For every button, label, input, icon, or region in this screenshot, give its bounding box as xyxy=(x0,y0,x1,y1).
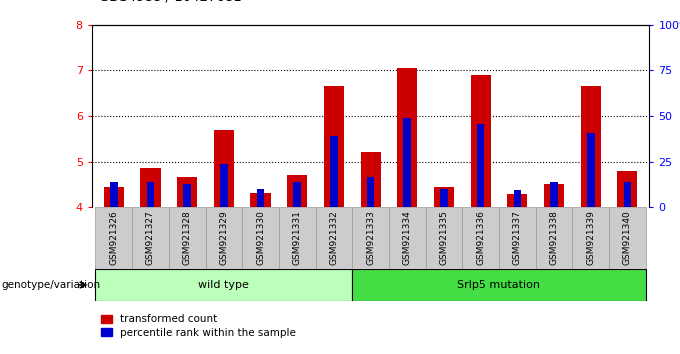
Bar xyxy=(293,182,301,207)
Text: GSM921335: GSM921335 xyxy=(439,210,449,265)
Text: GSM921326: GSM921326 xyxy=(109,210,118,265)
Bar xyxy=(205,207,242,269)
Bar xyxy=(352,207,389,269)
Bar xyxy=(389,207,426,269)
Text: GSM921338: GSM921338 xyxy=(549,210,558,265)
Bar xyxy=(513,190,521,207)
Text: GSM921337: GSM921337 xyxy=(513,210,522,265)
Bar xyxy=(581,86,601,207)
Bar xyxy=(169,207,205,269)
Bar xyxy=(471,75,491,207)
Text: GSM921336: GSM921336 xyxy=(476,210,485,265)
Text: GSM921333: GSM921333 xyxy=(366,210,375,265)
Text: GSM921332: GSM921332 xyxy=(329,210,339,265)
Bar xyxy=(397,68,418,207)
Text: GDS4988 / 10427681: GDS4988 / 10427681 xyxy=(99,0,241,4)
Bar xyxy=(360,152,381,207)
Bar xyxy=(214,130,234,207)
Bar xyxy=(242,207,279,269)
Bar xyxy=(279,207,316,269)
Bar xyxy=(477,124,484,207)
Bar xyxy=(434,187,454,207)
Bar xyxy=(617,171,637,207)
Text: GSM921328: GSM921328 xyxy=(183,210,192,265)
Bar xyxy=(257,189,265,207)
Bar xyxy=(544,184,564,207)
Bar xyxy=(573,207,609,269)
Bar xyxy=(287,175,307,207)
Bar xyxy=(367,177,375,207)
Bar xyxy=(426,207,462,269)
Bar xyxy=(95,207,132,269)
Bar xyxy=(403,118,411,207)
Bar xyxy=(624,182,631,207)
Bar xyxy=(132,207,169,269)
Bar xyxy=(316,207,352,269)
Bar xyxy=(104,187,124,207)
Bar xyxy=(95,269,352,301)
Bar xyxy=(220,164,228,207)
Text: Srlp5 mutation: Srlp5 mutation xyxy=(458,280,541,290)
Bar xyxy=(536,207,573,269)
Bar xyxy=(352,269,646,301)
Bar xyxy=(499,207,536,269)
Bar xyxy=(110,182,118,207)
Bar xyxy=(507,194,528,207)
Text: wild type: wild type xyxy=(199,280,250,290)
Bar xyxy=(184,184,191,207)
Bar xyxy=(140,169,160,207)
Bar xyxy=(177,177,197,207)
Text: GSM921340: GSM921340 xyxy=(623,210,632,265)
Bar xyxy=(462,207,499,269)
Text: genotype/variation: genotype/variation xyxy=(1,280,101,290)
Bar xyxy=(330,136,338,207)
Text: GSM921334: GSM921334 xyxy=(403,210,412,265)
Bar xyxy=(324,86,344,207)
Bar xyxy=(587,133,594,207)
Bar xyxy=(550,182,558,207)
Bar xyxy=(440,189,448,207)
Text: GSM921331: GSM921331 xyxy=(292,210,302,265)
Bar xyxy=(250,193,271,207)
Bar xyxy=(609,207,646,269)
Text: GSM921327: GSM921327 xyxy=(146,210,155,265)
Bar xyxy=(147,182,154,207)
Legend: transformed count, percentile rank within the sample: transformed count, percentile rank withi… xyxy=(97,310,300,342)
Text: GSM921329: GSM921329 xyxy=(220,210,228,265)
Text: GSM921330: GSM921330 xyxy=(256,210,265,265)
Text: GSM921339: GSM921339 xyxy=(586,210,595,265)
